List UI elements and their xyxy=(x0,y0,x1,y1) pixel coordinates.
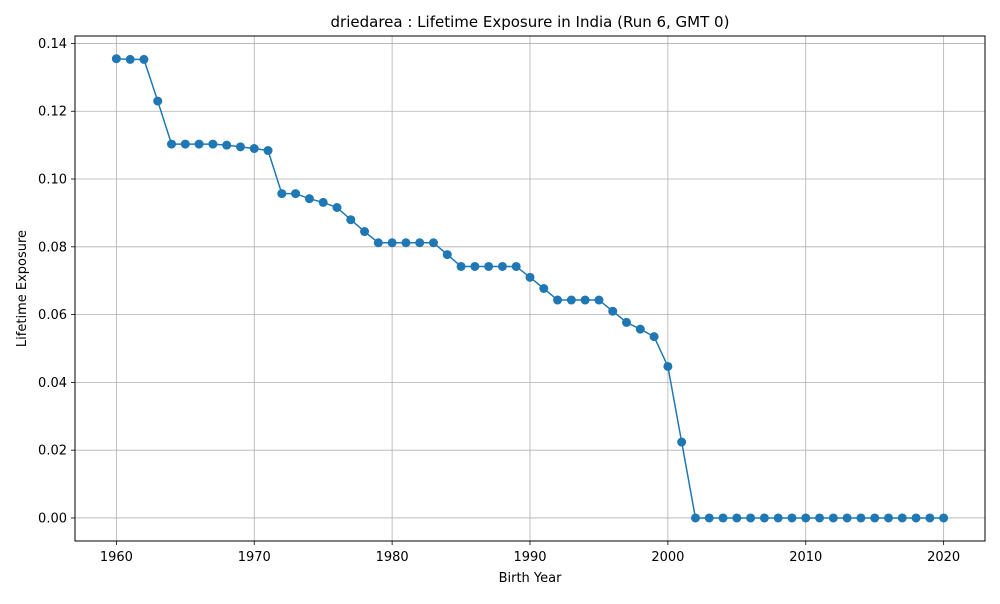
data-point xyxy=(553,295,563,305)
grid xyxy=(75,36,985,541)
data-point xyxy=(622,317,632,327)
y-tick-label: 0.12 xyxy=(38,105,67,120)
y-tick-label: 0.10 xyxy=(38,173,67,188)
data-point xyxy=(208,139,218,149)
data-point xyxy=(456,261,466,271)
data-point xyxy=(939,513,949,523)
x-tick-label: 2010 xyxy=(789,550,822,565)
data-point xyxy=(497,261,507,271)
data-point xyxy=(746,513,756,523)
data-point xyxy=(525,272,535,282)
data-point xyxy=(291,189,301,199)
data-point xyxy=(773,513,783,523)
data-point xyxy=(704,513,714,523)
data-point xyxy=(139,54,149,64)
data-point xyxy=(387,238,397,248)
data-point xyxy=(484,261,494,271)
y-tick-label: 0.06 xyxy=(38,308,67,323)
data-point xyxy=(346,215,356,225)
data-point xyxy=(801,513,811,523)
x-tick-label: 1970 xyxy=(238,550,271,565)
data-point xyxy=(842,513,852,523)
y-tick-label: 0.14 xyxy=(38,37,67,52)
data-point xyxy=(153,96,163,106)
data-point xyxy=(428,238,438,248)
x-tick-label: 2020 xyxy=(927,550,960,565)
data-point xyxy=(442,250,452,260)
y-tick-label: 0.04 xyxy=(38,376,67,391)
data-point xyxy=(897,513,907,523)
x-tick-label: 1960 xyxy=(100,550,133,565)
data-point xyxy=(663,361,673,371)
data-point xyxy=(828,513,838,523)
data-point xyxy=(180,139,190,149)
x-tick-label: 2000 xyxy=(651,550,684,565)
data-point xyxy=(401,238,411,248)
data-point xyxy=(883,513,893,523)
y-axis-label: Lifetime Exposure xyxy=(15,230,30,347)
data-point xyxy=(594,295,604,305)
data-point xyxy=(304,194,314,204)
data-points xyxy=(111,54,949,523)
data-point xyxy=(608,306,618,316)
data-point xyxy=(870,513,880,523)
y-tick-label: 0.02 xyxy=(38,444,67,459)
data-point xyxy=(787,513,797,523)
data-point xyxy=(167,139,177,149)
data-point xyxy=(690,513,700,523)
y-axis-ticks: 0.00 0.02 0.04 0.06 0.08 0.10 0.12 0.14 xyxy=(38,37,75,526)
data-point xyxy=(911,513,921,523)
data-point xyxy=(125,54,135,64)
data-point xyxy=(539,284,549,293)
x-tick-label: 1990 xyxy=(513,550,546,565)
x-axis-label: Birth Year xyxy=(499,571,563,586)
chart-title: driedarea : Lifetime Exposure in India (… xyxy=(331,13,730,31)
data-point xyxy=(249,144,259,154)
data-point xyxy=(263,146,273,156)
x-tick-label: 1980 xyxy=(376,550,409,565)
data-point xyxy=(635,324,645,334)
data-point xyxy=(318,197,328,207)
data-point xyxy=(360,227,370,237)
x-axis-ticks: 1960 1970 1980 1990 2000 2010 2020 xyxy=(100,541,960,565)
data-point xyxy=(332,202,342,212)
data-point xyxy=(373,238,383,248)
y-tick-label: 0.00 xyxy=(38,511,67,526)
data-point xyxy=(732,513,742,523)
data-point xyxy=(677,437,687,447)
data-point xyxy=(470,261,480,271)
data-point xyxy=(759,513,769,523)
data-point xyxy=(649,332,659,342)
data-point xyxy=(111,54,121,64)
data-point xyxy=(194,139,204,149)
data-point xyxy=(511,261,521,271)
data-point xyxy=(856,513,866,523)
data-point xyxy=(277,189,287,199)
data-point xyxy=(222,140,232,150)
data-point xyxy=(815,513,825,523)
data-point xyxy=(718,513,728,523)
data-point xyxy=(580,295,590,305)
data-point xyxy=(415,238,425,248)
data-point xyxy=(925,513,935,523)
data-point xyxy=(235,142,245,152)
data-point xyxy=(566,295,576,305)
y-tick-label: 0.08 xyxy=(38,240,67,255)
